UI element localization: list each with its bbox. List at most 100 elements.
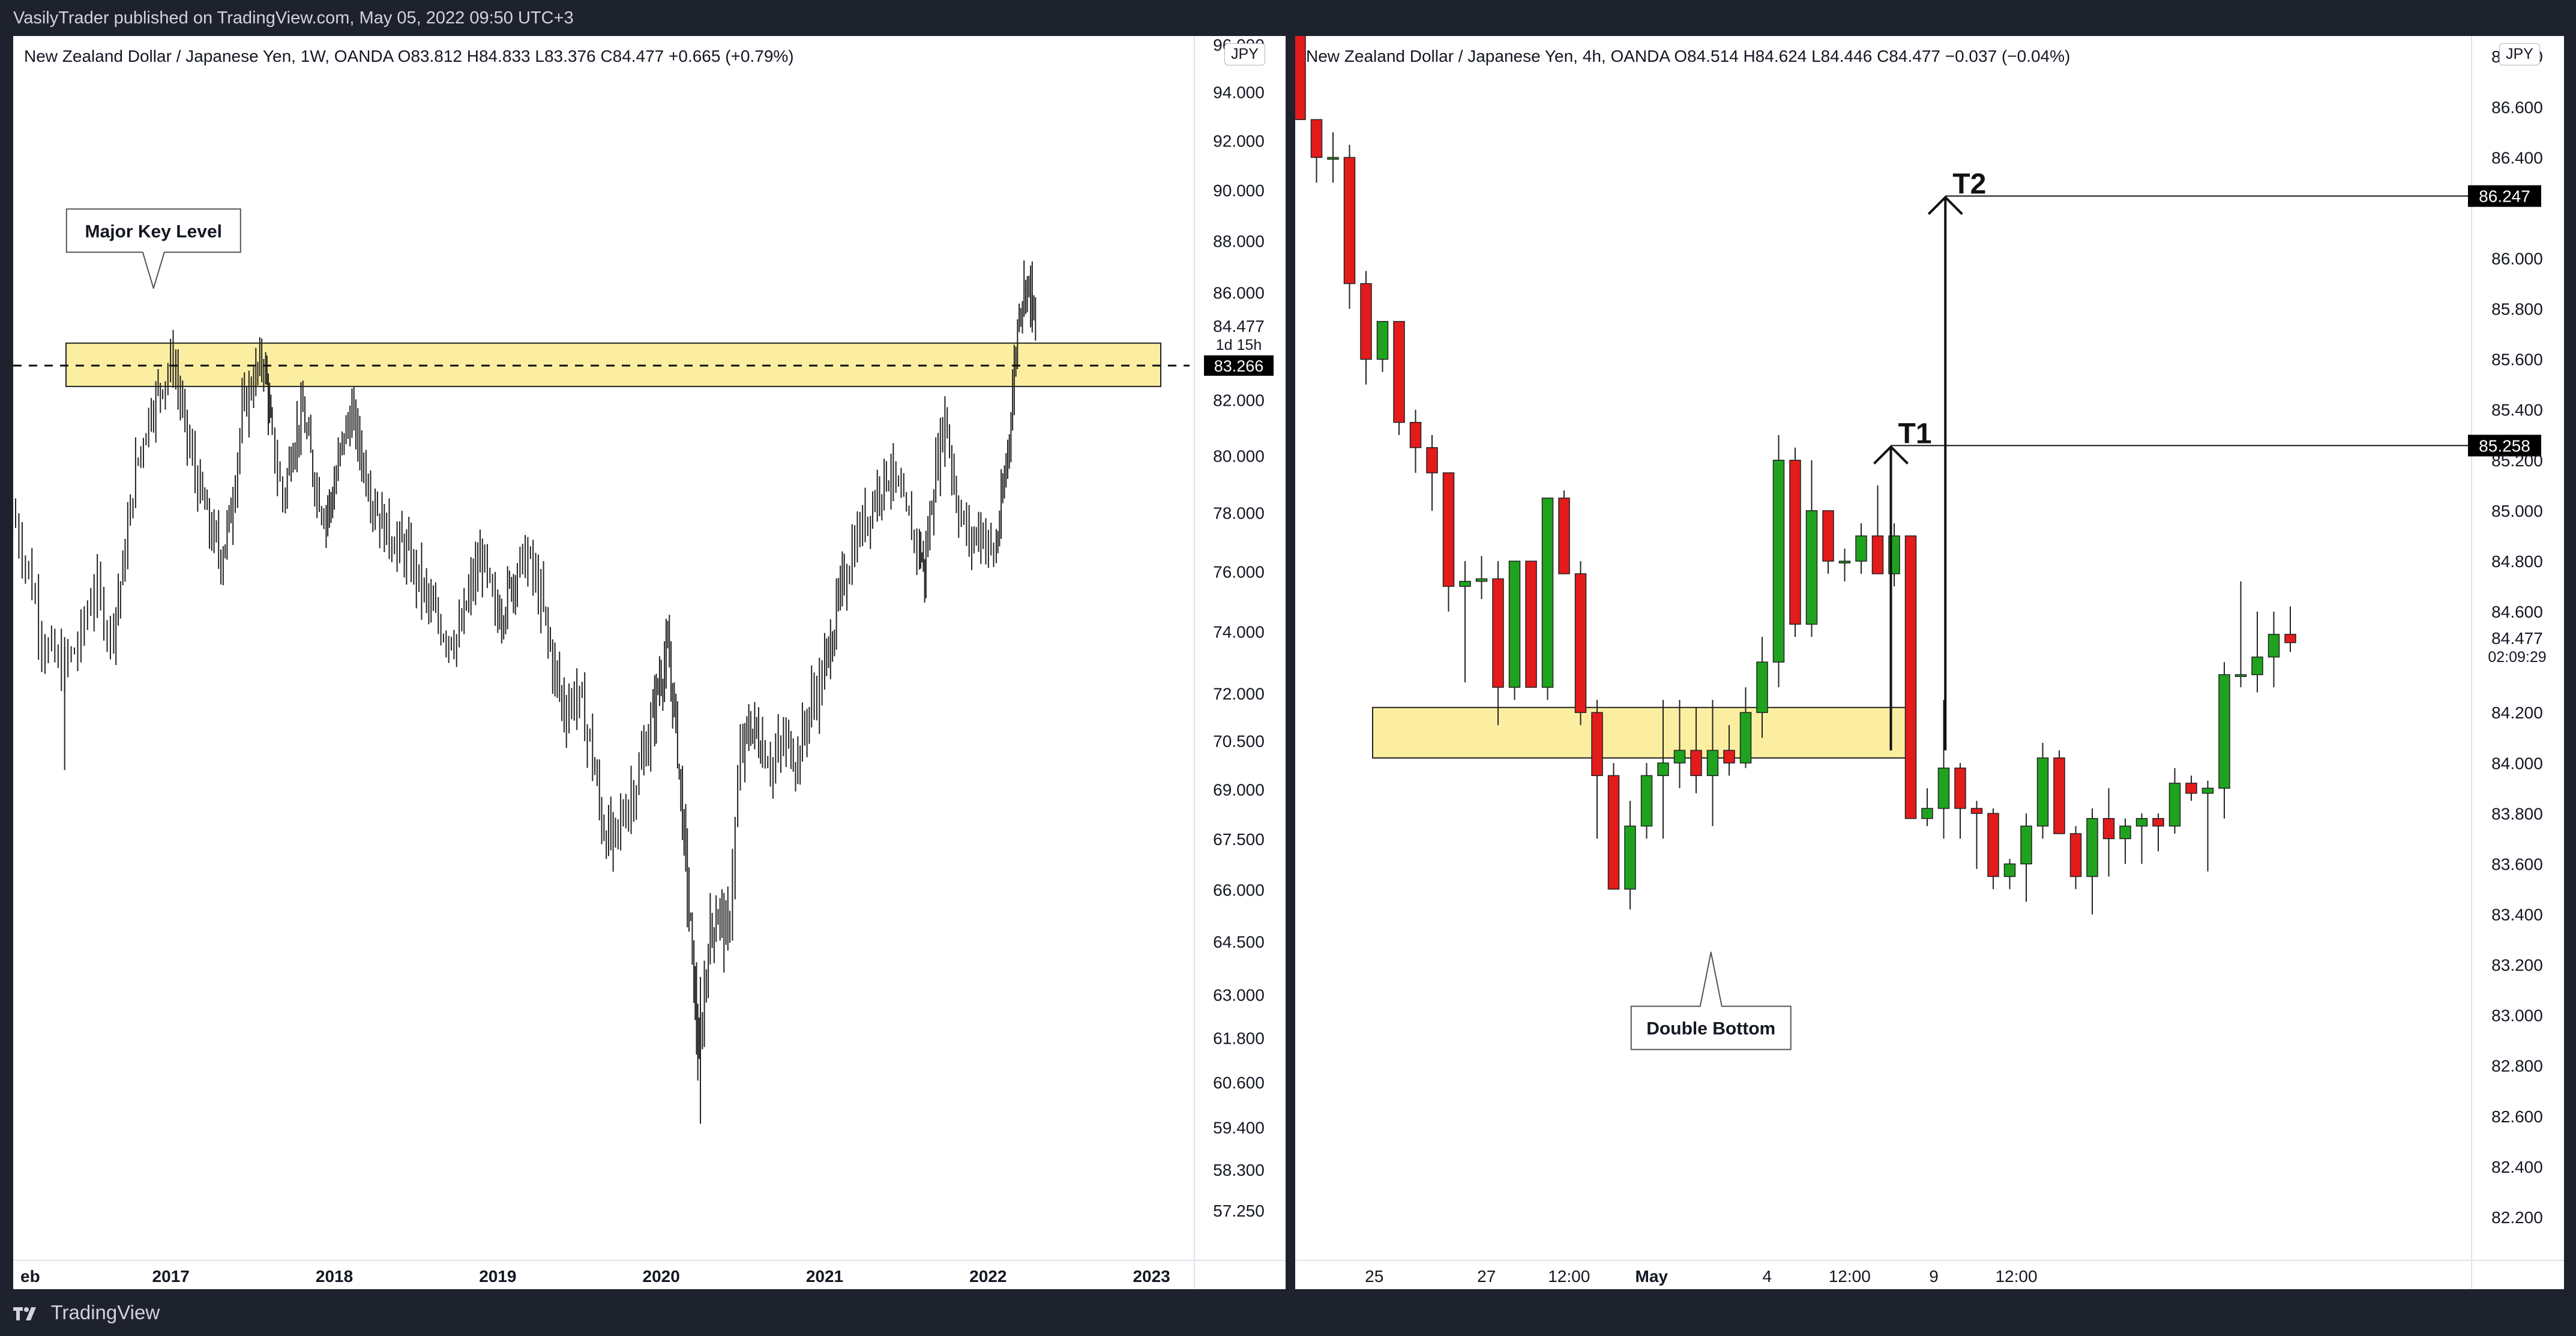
intraday-last-price: 84.477 bbox=[2491, 629, 2543, 648]
weekly-y-tick-label: 70.500 bbox=[1213, 732, 1265, 751]
candle-bearish bbox=[1558, 498, 1570, 574]
candle-bearish bbox=[1343, 157, 1356, 284]
candle-bearish bbox=[1310, 119, 1323, 158]
weekly-y-tick-label: 64.500 bbox=[1213, 933, 1265, 951]
footer: TradingView bbox=[0, 1289, 2576, 1336]
candle-bullish bbox=[1541, 498, 1554, 688]
weekly-y-tick-label: 82.000 bbox=[1213, 391, 1265, 410]
weekly-x-tick-label: 2017 bbox=[152, 1267, 190, 1286]
intraday-x-tick-label: May bbox=[1636, 1267, 1669, 1286]
intraday-y-tick-label: 82.800 bbox=[2491, 1057, 2543, 1076]
weekly-y-tick-label: 69.000 bbox=[1213, 780, 1265, 799]
candle-bullish bbox=[2119, 825, 2131, 840]
candle-bullish bbox=[1855, 535, 1867, 562]
weekly-y-tick-label: 63.000 bbox=[1213, 985, 1265, 1004]
weekly-y-tick-label: 80.000 bbox=[1213, 447, 1265, 466]
candle-bearish bbox=[1426, 447, 1438, 474]
candle-bullish bbox=[2218, 674, 2230, 789]
intraday-y-tick-label: 85.200 bbox=[2491, 451, 2543, 470]
candle-bullish bbox=[2168, 783, 2181, 827]
weekly-chart-panel[interactable]: 83.266 94.000 92.000 90.000 88.000 86.000 82.0… bbox=[13, 36, 1286, 1289]
target-price-label: 85.258 bbox=[2479, 436, 2530, 455]
candle-bullish bbox=[1706, 750, 1719, 777]
intraday-y-tick-label: 83.800 bbox=[2491, 804, 2543, 823]
candle-bearish bbox=[1492, 578, 1504, 688]
weekly-y-tick-label: 59.400 bbox=[1213, 1119, 1265, 1137]
key-level-callout-box bbox=[65, 208, 241, 289]
intraday-countdown: 02:09:29 bbox=[2488, 649, 2546, 666]
weekly-currency-badge[interactable]: JPY bbox=[1224, 43, 1265, 65]
candle-bullish bbox=[1805, 510, 1818, 625]
weekly-y-tick-label: 72.000 bbox=[1213, 685, 1265, 703]
candle-bearish bbox=[1607, 775, 1620, 890]
candle-bearish bbox=[1789, 460, 1801, 625]
intraday-x-tick-label: 27 bbox=[1477, 1267, 1496, 1286]
target-price-box bbox=[2468, 185, 2541, 207]
intraday-y-tick-label: 84.600 bbox=[2491, 603, 2543, 621]
weekly-x-tick-label: 2018 bbox=[316, 1267, 353, 1286]
candle-bullish bbox=[1921, 808, 1933, 819]
intraday-x-tick-label: 25 bbox=[1365, 1267, 1383, 1286]
weekly-x-tick-label: 2022 bbox=[969, 1267, 1007, 1286]
candle-bullish bbox=[1838, 561, 1851, 564]
weekly-x-tick-label: 2020 bbox=[643, 1267, 680, 1286]
candle-bearish bbox=[1591, 712, 1603, 777]
intraday-y-tick-label: 82.600 bbox=[2491, 1107, 2543, 1126]
candle-bearish bbox=[1393, 320, 1405, 423]
intraday-y-tick-label: 82.400 bbox=[2491, 1158, 2543, 1176]
target-arrow-head bbox=[1873, 445, 1909, 465]
candle-bullish bbox=[1376, 320, 1389, 360]
candle-bearish bbox=[2069, 833, 2082, 877]
candle-bearish bbox=[1822, 510, 1834, 562]
candle-bearish bbox=[1954, 767, 1966, 809]
candle-bullish bbox=[1657, 762, 1669, 777]
intraday-y-tick-label: 85.800 bbox=[2491, 300, 2543, 319]
candle-bearish bbox=[2152, 818, 2164, 827]
candle-bullish bbox=[1937, 767, 1950, 809]
candle-bullish bbox=[2020, 825, 2032, 865]
support-zone bbox=[1372, 706, 1912, 759]
candle-bearish bbox=[1904, 535, 1917, 819]
candle-bullish bbox=[2268, 634, 2280, 658]
intraday-chart-panel[interactable]: T185.258T286.24786.80086.60086.40086.000… bbox=[1295, 36, 2564, 1289]
intraday-x-tick-label: 12:00 bbox=[1548, 1267, 1590, 1286]
candle-bullish bbox=[1640, 775, 1653, 827]
candle-bearish bbox=[1442, 472, 1455, 587]
candle-bullish bbox=[1673, 750, 1686, 764]
candle-bullish bbox=[2003, 863, 2016, 877]
weekly-y-tick-label: 67.500 bbox=[1213, 830, 1265, 849]
key-level-price-box bbox=[1204, 355, 1274, 376]
candle-bullish bbox=[2251, 656, 2263, 675]
candle-bullish bbox=[2201, 787, 2214, 794]
weekly-legend: New Zealand Dollar / Japanese Yen, 1W, O… bbox=[24, 47, 794, 65]
intraday-currency-badge[interactable]: JPY bbox=[2499, 43, 2540, 65]
intraday-y-tick-label: 86.600 bbox=[2491, 98, 2543, 116]
weekly-chart-canvas[interactable]: 83.266 94.000 92.000 90.000 88.000 86.000 82.0… bbox=[13, 36, 1286, 1289]
intraday-chart-canvas[interactable]: T185.258T286.24786.80086.60086.40086.000… bbox=[1295, 36, 2564, 1289]
weekly-countdown: 1d 15h bbox=[1216, 337, 1262, 354]
candle-bearish bbox=[1574, 573, 1587, 713]
target-price-box bbox=[2468, 435, 2541, 457]
double-bottom-callout-box bbox=[1630, 951, 1792, 1050]
target-label: T1 bbox=[1898, 418, 1932, 450]
key-level-price-label: 83.266 bbox=[1214, 357, 1264, 375]
intraday-y-tick-label: 84.200 bbox=[2491, 703, 2543, 722]
target-label: T2 bbox=[1952, 169, 1986, 200]
candle-bearish bbox=[2053, 757, 2065, 834]
weekly-y-tick-label: 60.600 bbox=[1213, 1073, 1265, 1092]
intraday-y-tick-label: 85.400 bbox=[2491, 401, 2543, 420]
key-level-callout-text: Major Key Level bbox=[85, 221, 222, 241]
intraday-y-tick-label: 85.600 bbox=[2491, 351, 2543, 369]
weekly-y-tick-label: 78.000 bbox=[1213, 504, 1265, 523]
weekly-y-tick-label: 61.800 bbox=[1213, 1029, 1265, 1048]
weekly-y-tick-label: 74.000 bbox=[1213, 623, 1265, 642]
candle-bullish bbox=[2234, 674, 2247, 677]
weekly-y-tick-label: 90.000 bbox=[1213, 181, 1265, 200]
footer-brand: TradingView bbox=[50, 1301, 160, 1323]
weekly-y-tick-label: 86.000 bbox=[1213, 284, 1265, 302]
intraday-y-tick-label: 85.000 bbox=[2491, 502, 2543, 520]
intraday-x-tick-label: 12:00 bbox=[1995, 1267, 2037, 1286]
candle-bearish bbox=[2284, 634, 2296, 643]
intraday-x-tick-label: 9 bbox=[1929, 1267, 1939, 1286]
target-arrow-head bbox=[1927, 195, 1963, 215]
